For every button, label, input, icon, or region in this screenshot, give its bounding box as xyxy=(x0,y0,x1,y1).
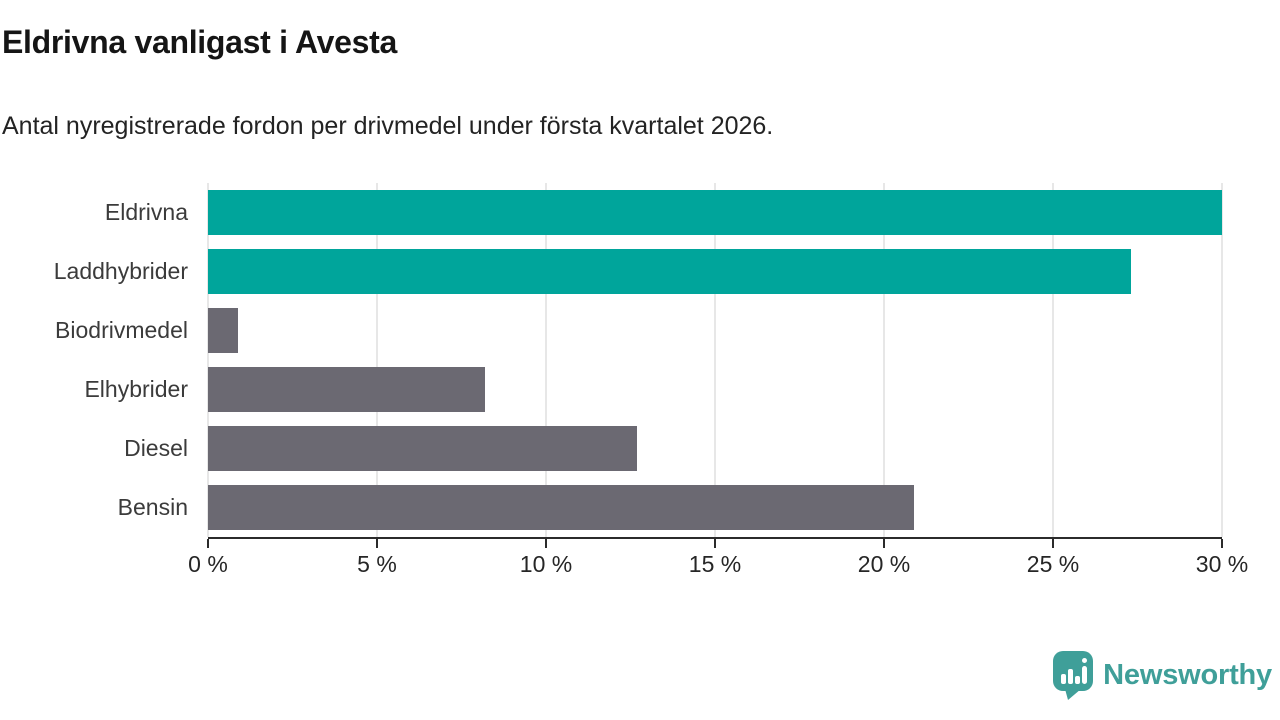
newsworthy-logo-icon xyxy=(1053,651,1094,700)
bar-row xyxy=(208,301,1222,360)
chart-subtitle: Antal nyregistrerade fordon per drivmede… xyxy=(2,112,774,140)
bar-row xyxy=(208,183,1222,242)
axis-tick-label: 15 % xyxy=(688,551,742,577)
x-axis: 0 % 5 % 10 % 15 % 20 % 25 % 30 % xyxy=(188,539,1248,585)
axis-tick-label: 25 % xyxy=(1026,551,1080,577)
axis-tick-label: 10 % xyxy=(519,551,573,577)
category-label: Biodrivmedel xyxy=(55,317,188,343)
axis-tick-label: 0 % xyxy=(188,551,228,577)
gridline xyxy=(1221,183,1223,537)
axis-tick xyxy=(376,539,378,548)
gridline xyxy=(545,183,547,537)
y-axis-labels: Eldrivna Laddhybrider Biodrivmedel Elhybrid… xyxy=(0,183,188,537)
axis-tick xyxy=(883,539,885,548)
axis-tick-label: 30 % xyxy=(1195,551,1249,577)
axis-tick xyxy=(207,539,209,548)
category-label: Elhybrider xyxy=(84,376,188,402)
bar-biodrivmedel xyxy=(208,308,239,353)
bar-row xyxy=(208,419,1222,478)
gridline xyxy=(1052,183,1054,537)
newsworthy-logo-text: Newsworthy xyxy=(1103,658,1272,691)
category-label: Eldrivna xyxy=(104,199,188,225)
axis-tick xyxy=(1052,539,1054,548)
category-label: Laddhybrider xyxy=(53,258,188,284)
gridline xyxy=(207,183,209,537)
gridline xyxy=(883,183,885,537)
bar-eldrivna xyxy=(208,190,1222,235)
gridline xyxy=(714,183,716,537)
bar-row xyxy=(208,360,1222,419)
bar-diesel xyxy=(208,426,638,471)
bar-elhybrider xyxy=(208,367,486,412)
axis-tick-label: 20 % xyxy=(857,551,911,577)
axis-tick xyxy=(545,539,547,548)
bar-laddhybrider xyxy=(208,249,1131,294)
branding: Newsworthy xyxy=(1052,650,1272,700)
gridline xyxy=(376,183,378,537)
chart-title: Eldrivna vanligast i Avesta xyxy=(2,24,398,60)
plot-area xyxy=(207,183,1223,539)
bar-chart: Eldrivna Laddhybrider Biodrivmedel Elhybrid… xyxy=(0,183,1280,603)
category-label: Diesel xyxy=(124,435,188,461)
category-label: Bensin xyxy=(117,494,188,520)
bar-row xyxy=(208,242,1222,301)
axis-tick xyxy=(714,539,716,548)
axis-tick-label: 5 % xyxy=(357,551,397,577)
axis-tick xyxy=(1221,539,1223,548)
bar-row xyxy=(208,478,1222,537)
bar-bensin xyxy=(208,485,915,530)
